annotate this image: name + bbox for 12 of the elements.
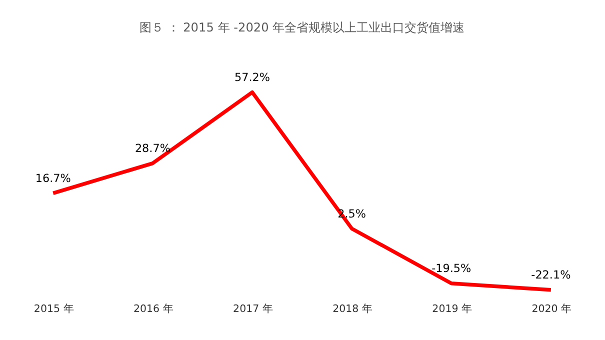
x-tick-label: 2019 年 <box>432 302 472 315</box>
x-tick-label: 2017 年 <box>233 302 272 315</box>
chart-title: 图５ ： 2015 年 -2020 年全省规模以上工业出口交货值增速 <box>139 20 465 35</box>
x-tick-label: 2018 年 <box>332 302 372 315</box>
x-tick-label: 2020 年 <box>532 302 572 315</box>
data-label: 28.7% <box>134 142 170 156</box>
x-tick-label: 2015 年 <box>34 302 74 315</box>
data-label: 16.7% <box>35 172 71 185</box>
data-label: -19.5% <box>432 262 472 276</box>
x-tick-label: 2016 年 <box>133 302 173 315</box>
data-label: -22.1% <box>531 268 571 282</box>
data-label: 57.2% <box>234 71 270 84</box>
